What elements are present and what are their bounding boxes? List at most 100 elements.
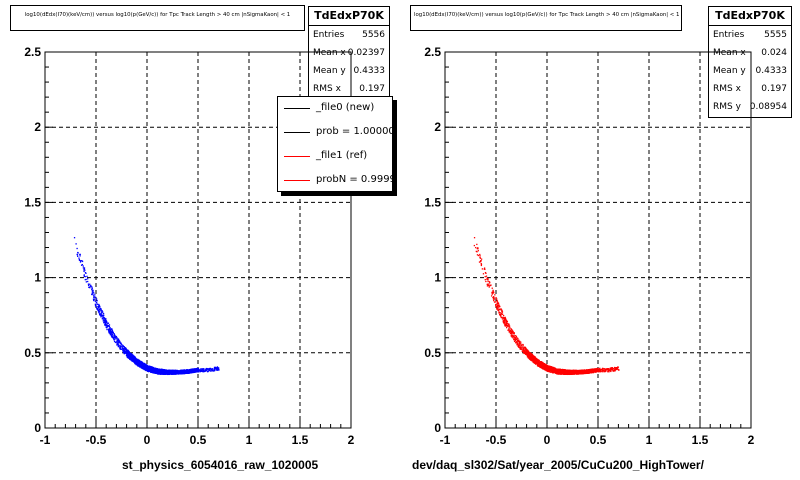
data-point bbox=[171, 371, 173, 374]
data-point bbox=[600, 368, 602, 371]
y-tick-label: 0.5 bbox=[24, 346, 41, 360]
data-point bbox=[508, 329, 510, 331]
data-point bbox=[515, 335, 518, 338]
data-point bbox=[189, 370, 191, 373]
data-point bbox=[140, 365, 142, 368]
data-point bbox=[607, 371, 609, 373]
data-point bbox=[491, 287, 493, 289]
data-point bbox=[146, 368, 149, 370]
stats-row: Mean x 0.024 bbox=[713, 48, 787, 58]
x-tick-label: -1 bbox=[440, 433, 451, 447]
data-point bbox=[554, 371, 556, 374]
data-point bbox=[531, 353, 533, 356]
data-point bbox=[551, 368, 554, 370]
x-tick-label: -1 bbox=[40, 433, 51, 447]
data-point bbox=[493, 301, 496, 303]
data-point bbox=[153, 369, 155, 372]
data-point bbox=[158, 371, 161, 374]
data-point bbox=[154, 371, 157, 374]
data-point bbox=[98, 308, 100, 311]
data-point bbox=[512, 334, 514, 337]
data-point bbox=[117, 345, 120, 348]
data-point bbox=[613, 368, 616, 370]
data-point bbox=[193, 368, 195, 370]
data-point bbox=[93, 292, 95, 294]
data-point bbox=[525, 351, 528, 353]
data-point bbox=[83, 275, 85, 278]
data-point bbox=[215, 367, 217, 370]
data-point bbox=[597, 369, 599, 371]
data-point bbox=[609, 368, 612, 370]
data-point bbox=[128, 354, 130, 356]
data-point bbox=[522, 344, 524, 347]
data-point bbox=[117, 340, 119, 342]
data-point bbox=[106, 326, 109, 328]
data-point bbox=[138, 361, 140, 363]
data-point bbox=[115, 341, 117, 344]
data-point bbox=[155, 370, 157, 373]
data-point bbox=[598, 371, 600, 373]
data-point bbox=[182, 372, 184, 374]
data-point bbox=[524, 347, 527, 349]
data-point bbox=[148, 365, 150, 368]
data-point bbox=[513, 333, 515, 335]
stats-row: RMS x 0.197 bbox=[313, 84, 385, 94]
data-point bbox=[176, 370, 178, 373]
data-point bbox=[566, 371, 568, 374]
data-point bbox=[123, 348, 125, 351]
data-point bbox=[100, 309, 102, 311]
data-point bbox=[501, 313, 504, 315]
data-point bbox=[142, 364, 144, 366]
data-point bbox=[498, 306, 500, 308]
data-point bbox=[561, 372, 563, 374]
data-point bbox=[121, 344, 123, 346]
data-point bbox=[96, 307, 98, 310]
data-point bbox=[124, 347, 127, 349]
data-point bbox=[511, 334, 513, 336]
data-point bbox=[593, 370, 595, 372]
x-tick-label: 0 bbox=[544, 433, 551, 447]
data-point bbox=[96, 303, 99, 305]
data-point bbox=[185, 369, 188, 372]
data-point bbox=[216, 368, 218, 370]
data-point bbox=[542, 367, 545, 369]
data-point bbox=[76, 247, 78, 250]
data-point bbox=[537, 361, 540, 363]
data-point bbox=[76, 254, 79, 256]
data-point bbox=[119, 343, 122, 345]
data-point bbox=[534, 359, 537, 361]
data-point bbox=[173, 371, 175, 373]
data-point bbox=[476, 251, 478, 253]
data-point bbox=[103, 319, 106, 321]
data-point bbox=[599, 369, 601, 371]
data-point bbox=[490, 284, 492, 287]
data-point bbox=[522, 348, 524, 350]
data-point bbox=[597, 370, 599, 372]
data-point bbox=[575, 372, 577, 374]
data-point bbox=[93, 299, 95, 301]
data-point bbox=[141, 367, 143, 369]
data-point bbox=[141, 364, 143, 366]
data-point bbox=[590, 368, 592, 371]
data-point bbox=[113, 335, 115, 337]
data-point bbox=[493, 297, 495, 299]
data-point bbox=[90, 285, 92, 288]
data-point bbox=[543, 368, 545, 370]
data-point bbox=[151, 370, 154, 373]
data-point bbox=[95, 298, 98, 300]
data-point bbox=[200, 370, 202, 373]
data-point bbox=[476, 254, 479, 256]
data-point bbox=[565, 370, 567, 372]
data-point bbox=[495, 298, 498, 300]
data-point bbox=[601, 371, 603, 373]
data-point bbox=[91, 287, 93, 289]
data-point bbox=[174, 370, 176, 372]
data-point bbox=[161, 372, 163, 374]
y-tick-label: 1.5 bbox=[24, 195, 41, 209]
data-point bbox=[582, 371, 585, 374]
stats-row: Mean y 0.4333 bbox=[313, 66, 385, 76]
data-point bbox=[213, 369, 216, 371]
data-point bbox=[147, 366, 150, 368]
data-point bbox=[484, 275, 486, 278]
data-point bbox=[139, 362, 142, 364]
